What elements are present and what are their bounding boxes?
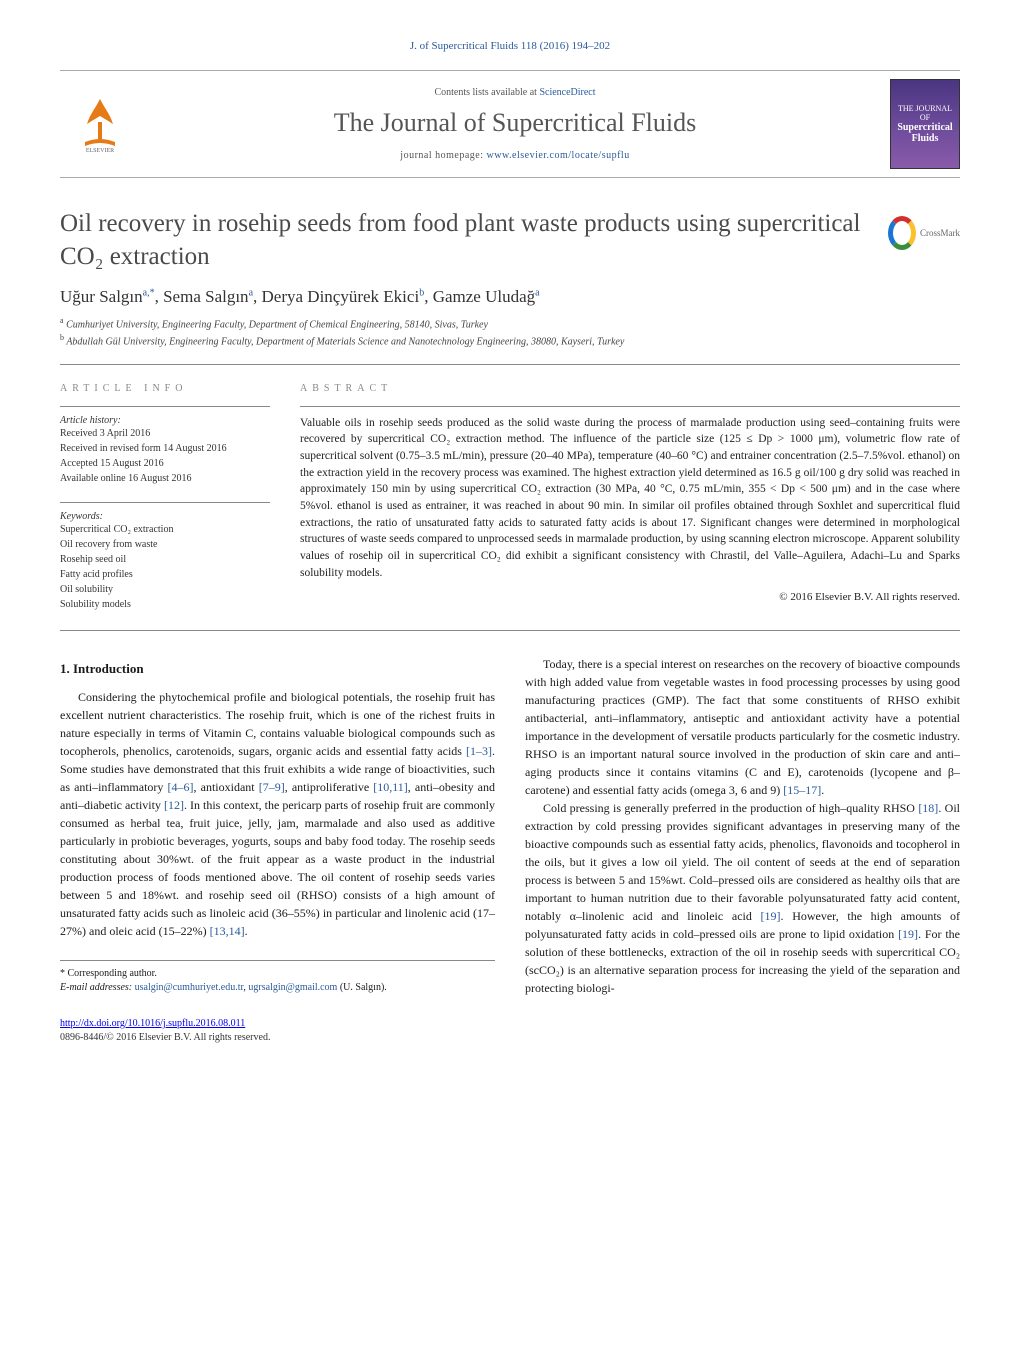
email-link-2[interactable]: ugrsalgin@gmail.com: [248, 982, 337, 993]
journal-cover-thumbnail: THE JOURNAL OF Supercritical Fluids: [890, 79, 960, 169]
history-line: Received in revised form 14 August 2016: [60, 441, 270, 456]
article-info-label: ARTICLE INFO: [60, 383, 270, 394]
citation-link[interactable]: [15–17]: [783, 783, 821, 797]
affiliations: a Cumhuriyet University, Engineering Fac…: [60, 315, 960, 350]
abstract-label: ABSTRACT: [300, 383, 960, 394]
email-link-1[interactable]: usalgin@cumhuriyet.edu.tr: [135, 982, 244, 993]
issn-copyright: 0896-8446/© 2016 Elsevier B.V. All right…: [60, 1032, 270, 1043]
corresponding-author-footnote: * Corresponding author. E-mail addresses…: [60, 960, 495, 995]
keyword-line: Supercritical CO₂ extraction: [60, 522, 270, 537]
homepage-link[interactable]: www.elsevier.com/locate/supflu: [487, 150, 630, 161]
affiliation-line: a Cumhuriyet University, Engineering Fac…: [60, 315, 960, 332]
article-title: Oil recovery in rosehip seeds from food …: [60, 208, 868, 273]
journal-title: The Journal of Supercritical Fluids: [140, 108, 890, 138]
cover-label-mid: Supercritical: [897, 122, 952, 133]
info-abstract-row: ARTICLE INFO Article history: Received 3…: [60, 365, 960, 630]
crossmark-badge[interactable]: CrossMark: [888, 208, 960, 258]
body-paragraph-1: Considering the phytochemical profile an…: [60, 688, 495, 940]
contents-prefix: Contents lists available at: [434, 87, 539, 98]
crossmark-label: CrossMark: [920, 228, 960, 238]
citation-link[interactable]: [13,14]: [210, 924, 245, 938]
svg-text:ELSEVIER: ELSEVIER: [86, 148, 114, 154]
citation-link[interactable]: [18]: [918, 801, 938, 815]
doi-block: http://dx.doi.org/10.1016/j.supflu.2016.…: [60, 1017, 960, 1045]
authors-line: Uğur Salgına,*, Sema Salgına, Derya Dinç…: [60, 287, 960, 307]
citation-link[interactable]: [4–6]: [168, 780, 194, 794]
history-line: Available online 16 August 2016: [60, 471, 270, 486]
corresp-marker: * Corresponding author.: [60, 967, 495, 981]
doi-link[interactable]: http://dx.doi.org/10.1016/j.supflu.2016.…: [60, 1018, 245, 1029]
abstract-column: ABSTRACT Valuable oils in rosehip seeds …: [300, 383, 960, 612]
email-suffix: (U. Salgın).: [337, 982, 386, 993]
affiliation-line: b Abdullah Gül University, Engineering F…: [60, 332, 960, 349]
keyword-line: Fatty acid profiles: [60, 567, 270, 582]
keyword-line: Solubility models: [60, 597, 270, 612]
citation-link[interactable]: [7–9]: [259, 780, 285, 794]
citation-link[interactable]: [19]: [761, 909, 781, 923]
section-heading-1: 1. Introduction: [60, 659, 495, 679]
history-label: Article history:: [60, 415, 121, 426]
article-info-column: ARTICLE INFO Article history: Received 3…: [60, 383, 270, 612]
contents-available-line: Contents lists available at ScienceDirec…: [140, 87, 890, 98]
rule-bottom: [60, 630, 960, 631]
keywords-label: Keywords:: [60, 511, 103, 522]
citation-link[interactable]: [12]: [164, 798, 184, 812]
body-paragraph-2: Today, there is a special interest on re…: [525, 655, 960, 799]
title-row: Oil recovery in rosehip seeds from food …: [60, 208, 960, 273]
abstract-text: Valuable oils in rosehip seeds produced …: [300, 407, 960, 582]
citation-link[interactable]: [10,11]: [373, 780, 408, 794]
cover-label-top: THE JOURNAL OF: [895, 104, 955, 122]
elsevier-tree-icon: ELSEVIER: [75, 94, 125, 154]
email-line: E-mail addresses: usalgin@cumhuriyet.edu…: [60, 981, 495, 995]
publisher-logo: ELSEVIER: [60, 84, 140, 164]
keyword-line: Oil recovery from waste: [60, 537, 270, 552]
abstract-copyright: © 2016 Elsevier B.V. All rights reserved…: [300, 591, 960, 603]
history-line: Accepted 15 August 2016: [60, 456, 270, 471]
journal-homepage-line: journal homepage: www.elsevier.com/locat…: [140, 150, 890, 161]
masthead: ELSEVIER Contents lists available at Sci…: [60, 70, 960, 178]
keyword-line: Rosehip seed oil: [60, 552, 270, 567]
citation-link[interactable]: [19]: [898, 927, 918, 941]
citation-link[interactable]: [1–3]: [466, 744, 492, 758]
homepage-prefix: journal homepage:: [400, 150, 486, 161]
article-history: Article history: Received 3 April 2016Re…: [60, 407, 270, 486]
body-text: 1. Introduction Considering the phytoche…: [60, 655, 960, 997]
masthead-center: Contents lists available at ScienceDirec…: [140, 87, 890, 161]
page-root: J. of Supercritical Fluids 118 (2016) 19…: [0, 0, 1020, 1095]
journal-reference: J. of Supercritical Fluids 118 (2016) 19…: [60, 40, 960, 52]
keywords-block: Keywords: Supercritical CO₂ extractionOi…: [60, 503, 270, 612]
keyword-line: Oil solubility: [60, 582, 270, 597]
crossmark-icon: [888, 216, 916, 250]
cover-label-bot: Fluids: [912, 133, 939, 144]
body-paragraph-3: Cold pressing is generally preferred in …: [525, 799, 960, 997]
email-label: E-mail addresses:: [60, 982, 135, 993]
sciencedirect-link[interactable]: ScienceDirect: [539, 87, 595, 98]
history-line: Received 3 April 2016: [60, 426, 270, 441]
